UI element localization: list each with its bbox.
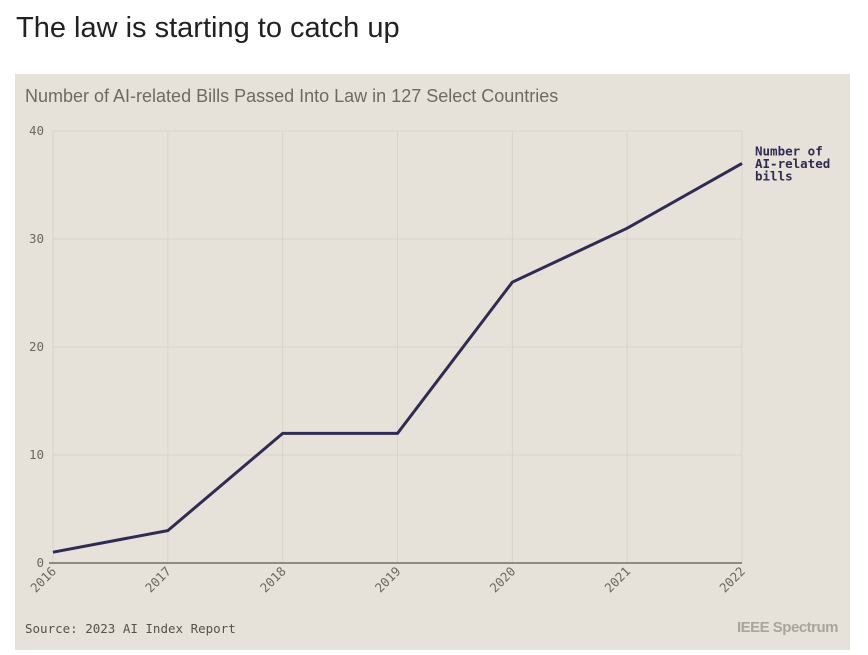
x-tick-label-2017: 2017 (142, 564, 174, 596)
brand-logo: IEEE Spectrum (736, 619, 839, 636)
x-tick-label-2020: 2020 (487, 564, 519, 596)
x-tick-label-2022: 2022 (716, 564, 748, 596)
line-chart: 0 10 20 30 40 2016 2017 2018 2019 2020 2021 2022 Num… (27, 123, 830, 596)
series-label-line-1: AI-related (755, 156, 830, 171)
y-tick-label-20: 20 (29, 339, 44, 354)
chart-panel: Number of AI-related Bills Passed Into L… (15, 74, 850, 650)
series-label: Number of AI-related bills (755, 143, 830, 183)
x-tick-label-2021: 2021 (601, 564, 633, 596)
series-label-line-2: bills (755, 168, 793, 183)
x-tick-label-2019: 2019 (372, 564, 404, 596)
x-tick-label-2018: 2018 (257, 564, 289, 596)
y-tick-label-40: 40 (29, 123, 44, 138)
y-tick-label-0: 0 (36, 555, 44, 570)
y-tick-label-10: 10 (29, 447, 44, 462)
series-label-line-0: Number of (755, 143, 823, 158)
chart-source: Source: 2023 AI Index Report (25, 621, 236, 636)
y-tick-label-30: 30 (29, 231, 44, 246)
x-tick-label-2016: 2016 (27, 564, 59, 596)
headline: The law is starting to catch up (16, 12, 400, 44)
chart-title: Number of AI-related Bills Passed Into L… (25, 86, 559, 106)
